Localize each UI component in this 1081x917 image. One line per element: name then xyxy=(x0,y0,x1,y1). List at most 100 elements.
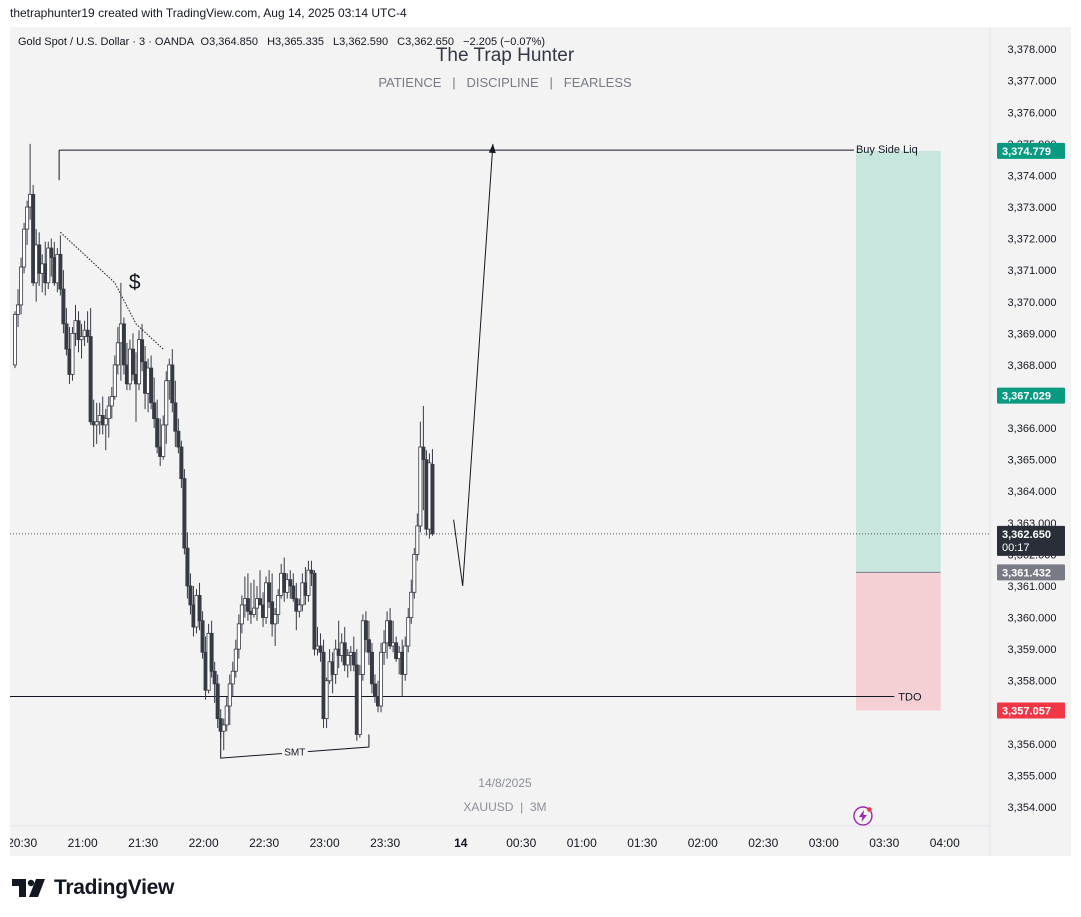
price-tick-label: 3,370.000 xyxy=(1008,297,1057,309)
candle-body xyxy=(76,320,81,341)
target-price-label: 3,374.779 xyxy=(1002,146,1051,158)
chart-credit: thetraphunter19 created with TradingView… xyxy=(10,6,407,20)
time-tick-label: 22:00 xyxy=(189,836,219,850)
candle-body xyxy=(366,639,371,653)
time-tick-label: 04:00 xyxy=(930,836,960,850)
legend-low: L3,362.590 xyxy=(333,36,388,48)
candle-body xyxy=(182,478,187,549)
entry-price-label-bg xyxy=(997,564,1065,581)
candle-body xyxy=(215,683,220,720)
candle-body xyxy=(58,253,63,290)
price-tick-label: 3,355.000 xyxy=(1008,770,1057,782)
candle-body xyxy=(312,572,317,650)
candle-body xyxy=(37,244,42,274)
dotted-trendline[interactable] xyxy=(60,231,164,350)
bar-countdown-label: 00:17 xyxy=(1002,542,1030,554)
candle-body xyxy=(16,304,21,315)
time-tick-label: 20:30 xyxy=(10,836,37,850)
candle-body xyxy=(388,620,393,647)
watermark-date: 14/8/2025 xyxy=(478,776,532,790)
candle-body xyxy=(152,402,157,420)
candle-body xyxy=(297,604,302,612)
candles xyxy=(13,143,435,751)
price-tick-label: 3,372.000 xyxy=(1008,234,1057,246)
candle-body xyxy=(176,430,181,448)
time-tick-label: 00:30 xyxy=(506,836,536,850)
target-zone[interactable] xyxy=(855,150,941,573)
target-price-label-bg xyxy=(997,142,1065,159)
price-tick-label: 3,373.000 xyxy=(1008,202,1057,214)
candle-body xyxy=(25,206,30,230)
smt-label-background xyxy=(281,745,308,758)
watermark-title: The Trap Hunter xyxy=(436,45,575,66)
take-profit-price-label-bg xyxy=(997,387,1065,404)
lightning-replay-icon[interactable] xyxy=(853,806,873,826)
price-tick-label: 3,365.000 xyxy=(1008,455,1057,467)
candle-body xyxy=(106,405,111,420)
legend-open: O3,364.850 xyxy=(201,36,259,48)
candle-body xyxy=(94,421,99,426)
candle-body xyxy=(270,601,275,625)
current-price-label: 3,362.650 xyxy=(1002,529,1051,541)
time-axis[interactable]: 20:30 21:00 21:30 22:00 22:30 23:00 23:30 14 00:… xyxy=(10,836,960,850)
candle-body xyxy=(224,705,229,726)
time-tick-label: 21:00 xyxy=(68,836,98,850)
candle-body xyxy=(79,336,84,341)
candle-body xyxy=(31,193,36,284)
candle-body xyxy=(412,554,417,593)
candle-body xyxy=(363,620,368,641)
price-tick-label: 3,371.000 xyxy=(1008,265,1057,277)
time-tick-label: 14 xyxy=(454,836,468,850)
candle-body xyxy=(324,680,329,720)
candle-body xyxy=(185,547,190,587)
candle-body xyxy=(49,247,54,258)
candle-body xyxy=(394,642,399,660)
candle-body xyxy=(70,332,75,375)
tradingview-logo[interactable]: TradingView xyxy=(12,874,174,902)
chart-area[interactable]: Gold Spot / U.S. Dollar · 3 · OANDA O3,3… xyxy=(10,27,1071,856)
projection-path[interactable] xyxy=(453,143,494,587)
candle-body xyxy=(382,642,387,653)
take-profit-price-label: 3,367.029 xyxy=(1002,391,1051,403)
candlestick-chart[interactable]: Gold Spot / U.S. Dollar · 3 · OANDA O3,3… xyxy=(10,27,1071,856)
candle-body xyxy=(306,569,311,596)
candle-body xyxy=(291,585,296,600)
legend-symbol[interactable]: Gold Spot / U.S. Dollar · 3 · OANDA xyxy=(18,36,195,48)
candle-body xyxy=(233,648,238,672)
candle-body xyxy=(115,342,120,366)
candle-body xyxy=(360,620,365,675)
svg-text:Gold Spot / U.S. Dollar · 3 ·: Gold Spot / U.S. Dollar · 3 · OANDA O3,3… xyxy=(18,36,545,48)
candle-body xyxy=(369,651,374,685)
price-tick-label: 3,368.000 xyxy=(1008,360,1057,372)
time-tick-label: 23:00 xyxy=(310,836,340,850)
candle-body xyxy=(19,266,24,306)
candle-body xyxy=(121,323,126,366)
price-axis[interactable]: 3,354.0003,355.0003,356.0003,357.0003,35… xyxy=(1008,44,1057,814)
candle-body xyxy=(221,724,226,732)
time-tick-label: 22:30 xyxy=(249,836,279,850)
candle-body xyxy=(418,446,423,527)
candle-body xyxy=(85,329,90,337)
candle-body xyxy=(318,645,323,653)
projection-arrowhead-icon xyxy=(488,143,496,154)
candle-body xyxy=(173,402,178,432)
candle-body xyxy=(130,348,135,375)
watermark-subtitle: PATIENCE | DISCIPLINE | FEARLESS xyxy=(378,75,632,90)
tradingview-logo-text: TradingView xyxy=(54,876,175,899)
tradingview-logo-icon xyxy=(12,879,45,897)
candle-body xyxy=(109,396,114,407)
candle-body xyxy=(188,585,193,606)
candle-body xyxy=(13,313,18,366)
candle-body xyxy=(197,595,202,622)
candle-body xyxy=(251,607,256,615)
watermark-symbol: XAUUSD | 3M xyxy=(463,800,546,814)
candle-body xyxy=(61,288,66,325)
candle-body xyxy=(351,651,356,666)
stop-zone[interactable] xyxy=(855,572,941,711)
candle-body xyxy=(421,446,426,461)
candle-body xyxy=(140,339,145,363)
price-tick-label: 3,361.000 xyxy=(1008,581,1057,593)
price-tick-label: 3,378.000 xyxy=(1008,44,1057,56)
candle-body xyxy=(230,670,235,685)
tdo-label: TDO xyxy=(898,692,922,704)
